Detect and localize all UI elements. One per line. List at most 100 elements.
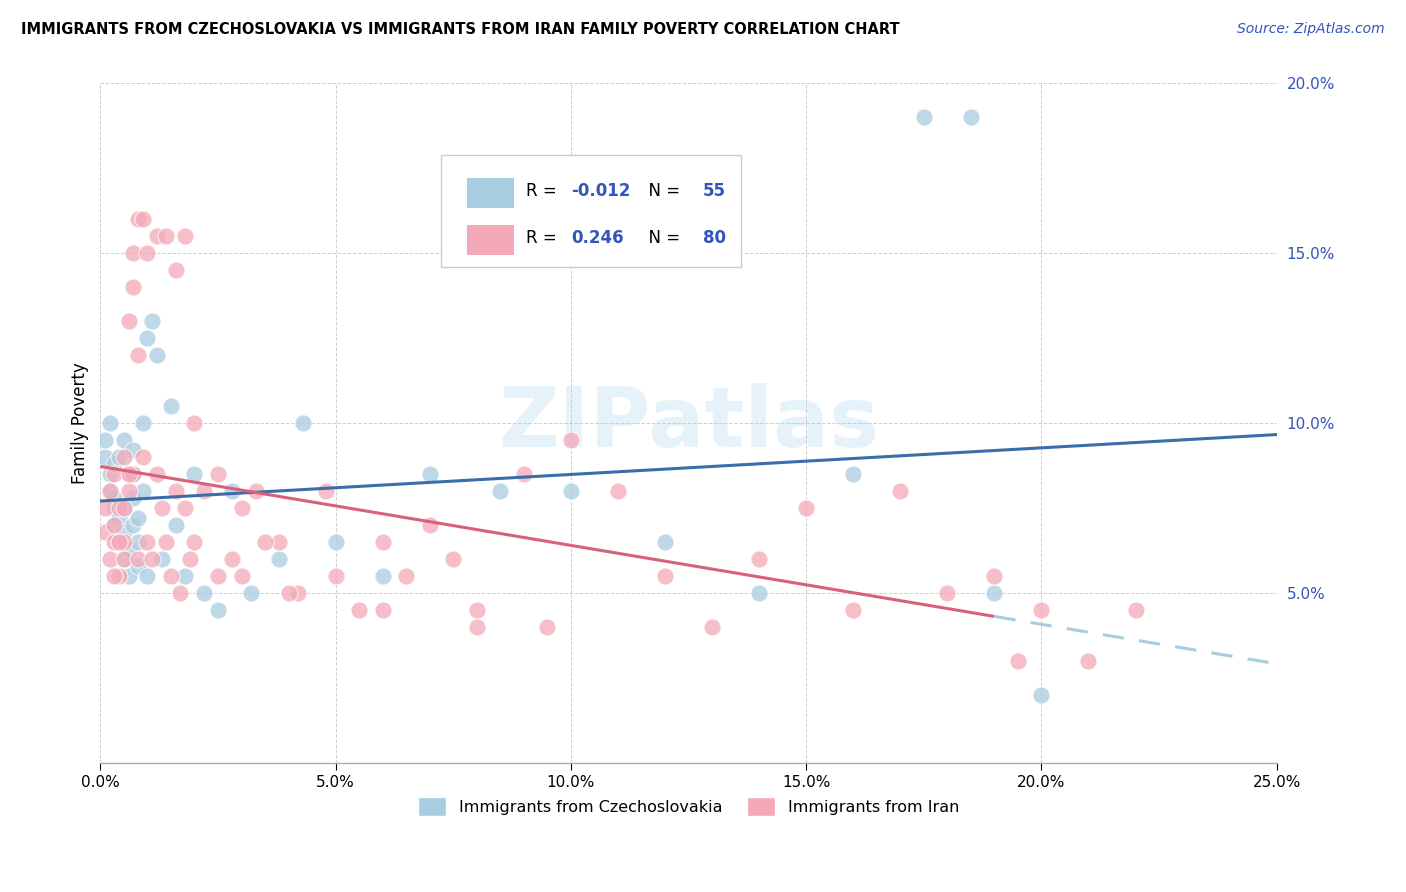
Point xyxy=(112,501,135,516)
Point xyxy=(183,535,205,549)
Point xyxy=(117,467,139,481)
Point xyxy=(183,416,205,430)
Point xyxy=(1007,654,1029,668)
Point xyxy=(231,501,253,516)
Point xyxy=(239,586,262,600)
Point xyxy=(112,450,135,464)
Legend: Immigrants from Czechoslovakia, Immigrants from Iran: Immigrants from Czechoslovakia, Immigran… xyxy=(411,790,966,822)
Point xyxy=(112,501,135,516)
Point xyxy=(122,467,145,481)
Point xyxy=(936,586,959,600)
Point xyxy=(794,501,817,516)
Text: 55: 55 xyxy=(703,182,725,200)
Point xyxy=(465,603,488,617)
Point xyxy=(207,603,229,617)
Point xyxy=(131,416,153,430)
Point xyxy=(150,552,173,566)
Point xyxy=(315,483,337,498)
Bar xyxy=(467,225,515,255)
Point xyxy=(325,569,347,583)
Point xyxy=(165,518,187,533)
Text: IMMIGRANTS FROM CZECHOSLOVAKIA VS IMMIGRANTS FROM IRAN FAMILY POVERTY CORRELATIO: IMMIGRANTS FROM CZECHOSLOVAKIA VS IMMIGR… xyxy=(21,22,900,37)
Point xyxy=(112,552,135,566)
Point xyxy=(103,491,125,505)
Point xyxy=(1077,654,1099,668)
Point xyxy=(136,331,159,345)
Point xyxy=(103,518,125,533)
Point xyxy=(606,483,628,498)
Point xyxy=(108,501,131,516)
Point xyxy=(560,483,582,498)
Point xyxy=(193,586,215,600)
Point xyxy=(117,314,139,328)
Point xyxy=(748,586,770,600)
Point xyxy=(165,483,187,498)
Point xyxy=(1031,603,1053,617)
Text: 80: 80 xyxy=(703,229,725,247)
Point xyxy=(179,552,201,566)
Point xyxy=(207,467,229,481)
Point xyxy=(441,552,464,566)
Point xyxy=(160,569,183,583)
Point xyxy=(94,450,117,464)
Point xyxy=(842,603,865,617)
Point xyxy=(654,535,676,549)
Point xyxy=(103,457,125,471)
Point xyxy=(127,552,149,566)
Text: -0.012: -0.012 xyxy=(571,182,630,200)
Point xyxy=(108,450,131,464)
Point xyxy=(136,569,159,583)
Point xyxy=(122,491,145,505)
Point xyxy=(174,229,197,244)
Point xyxy=(231,569,253,583)
Point xyxy=(122,467,145,481)
Point xyxy=(122,443,145,458)
Point xyxy=(103,518,125,533)
Point xyxy=(131,483,153,498)
Point xyxy=(127,212,149,227)
Point xyxy=(207,569,229,583)
Point xyxy=(254,535,277,549)
Point xyxy=(371,569,394,583)
Point xyxy=(269,535,291,549)
Y-axis label: Family Poverty: Family Poverty xyxy=(72,362,89,484)
Point xyxy=(155,229,177,244)
Point xyxy=(155,535,177,549)
Point xyxy=(221,552,243,566)
Point xyxy=(112,524,135,539)
Point xyxy=(108,535,131,549)
Text: N =: N = xyxy=(638,182,685,200)
Point xyxy=(112,552,135,566)
Point xyxy=(94,501,117,516)
Point xyxy=(489,483,512,498)
Point xyxy=(1031,688,1053,702)
Point xyxy=(193,483,215,498)
Point xyxy=(127,558,149,573)
Point xyxy=(117,467,139,481)
Point xyxy=(842,467,865,481)
Point xyxy=(108,535,131,549)
Bar xyxy=(467,178,515,208)
Point xyxy=(94,524,117,539)
Point xyxy=(98,416,121,430)
Point xyxy=(889,483,911,498)
Point xyxy=(108,569,131,583)
Point xyxy=(117,483,139,498)
Point xyxy=(141,552,163,566)
Point xyxy=(959,111,981,125)
Point xyxy=(146,467,169,481)
Text: R =: R = xyxy=(526,229,562,247)
Point xyxy=(94,433,117,447)
Point xyxy=(98,483,121,498)
Point xyxy=(103,501,125,516)
Point xyxy=(131,450,153,464)
Point xyxy=(912,111,935,125)
Point xyxy=(169,586,191,600)
Point xyxy=(98,467,121,481)
Point xyxy=(395,569,418,583)
Point xyxy=(269,552,291,566)
Point xyxy=(174,569,197,583)
Point xyxy=(146,229,169,244)
Point xyxy=(127,348,149,362)
Point xyxy=(287,586,309,600)
